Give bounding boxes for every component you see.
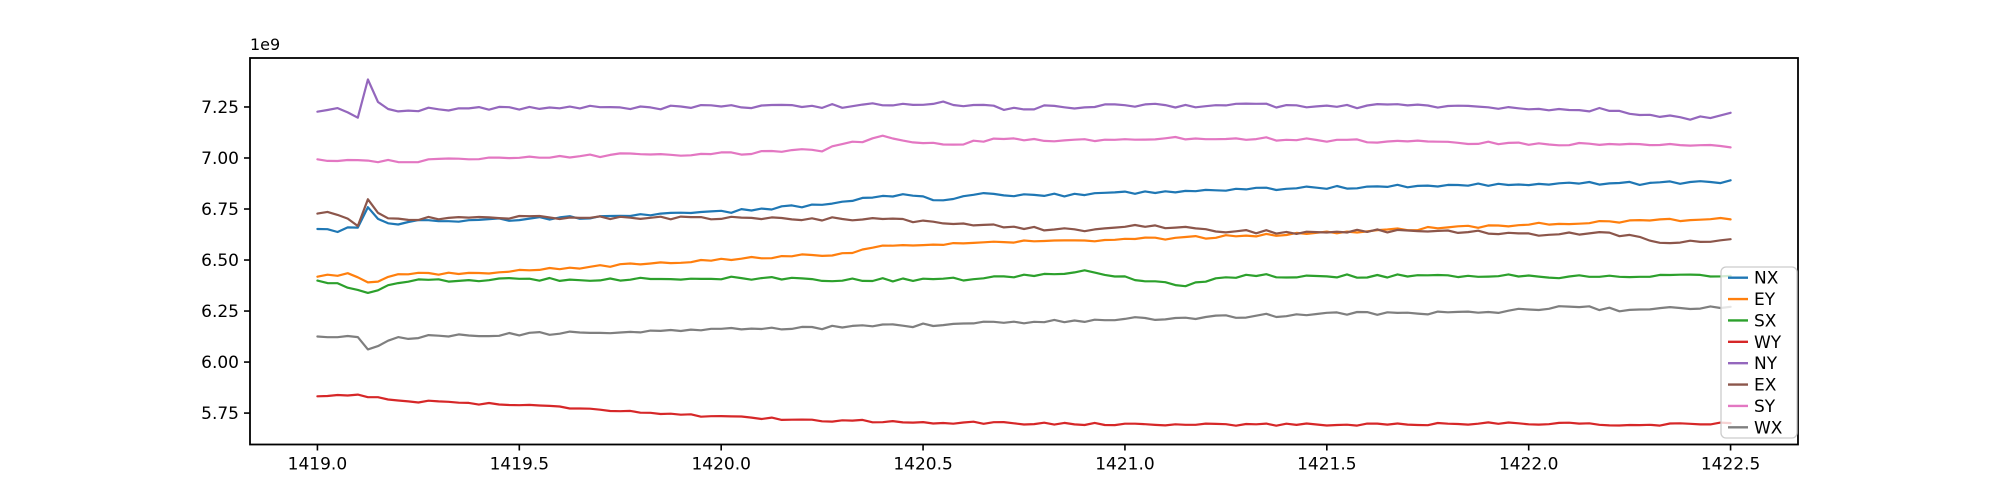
series-line-SY [316, 134, 1732, 164]
legend-item-NX: NX [1728, 269, 1779, 289]
y-tick-label: 6.25 [201, 302, 239, 322]
series-line-WX [316, 305, 1732, 351]
legend-label-NX: NX [1754, 269, 1779, 289]
legend-box [1720, 266, 1798, 439]
legend-item-NY: NY [1728, 354, 1778, 374]
x-axis: 1419.0 1419.5 1420.0 1420.5 1421.0 1421.5 1422… [288, 444, 1760, 475]
series-line-EX [316, 198, 1732, 245]
y-tick-label: 7.00 [201, 149, 239, 169]
series-lines [316, 78, 1732, 427]
legend-label-SX: SX [1754, 311, 1777, 331]
series-line-WY [316, 393, 1732, 427]
legend-item-EY: EY [1728, 290, 1776, 310]
legend-item-WY: WY [1728, 333, 1782, 353]
x-tick-label: 1421.5 [1297, 455, 1356, 475]
x-tick-label: 1422.5 [1701, 455, 1760, 475]
x-tick-label: 1419.5 [490, 455, 549, 475]
y-axis-offset-label: 1e9 [250, 35, 280, 54]
x-tick-label: 1422.0 [1499, 455, 1558, 475]
legend-label-WY: WY [1754, 333, 1782, 353]
legend-label-SY: SY [1754, 397, 1776, 417]
legend-label-WX: WX [1754, 418, 1783, 438]
legend-item-EX: EX [1728, 376, 1777, 396]
legend-item-WX: WX [1728, 418, 1783, 438]
x-tick-label: 1421.0 [1095, 455, 1154, 475]
legend-label-EX: EX [1754, 376, 1777, 396]
x-tick-label: 1420.5 [893, 455, 952, 475]
x-tick-label: 1420.0 [691, 455, 750, 475]
legend-label-NY: NY [1754, 354, 1778, 374]
legend-item-SX: SX [1728, 311, 1777, 331]
series-line-NY [316, 78, 1732, 121]
legend-label-EY: EY [1754, 290, 1776, 310]
y-tick-label: 6.00 [201, 353, 239, 373]
legend-item-SY: SY [1728, 397, 1776, 417]
y-tick-label: 5.75 [201, 404, 239, 424]
y-axis: 5.75 6.00 6.25 6.50 6.75 7.00 7.25 [201, 98, 250, 424]
y-tick-label: 6.75 [201, 200, 239, 220]
axes-spines [249, 57, 1799, 446]
x-tick-label: 1419.0 [288, 455, 347, 475]
y-tick-label: 7.25 [201, 98, 239, 118]
plot-border [249, 57, 1799, 446]
series-line-EY [316, 216, 1732, 284]
y-tick-label: 6.50 [201, 251, 239, 271]
series-line-SX [316, 269, 1732, 294]
